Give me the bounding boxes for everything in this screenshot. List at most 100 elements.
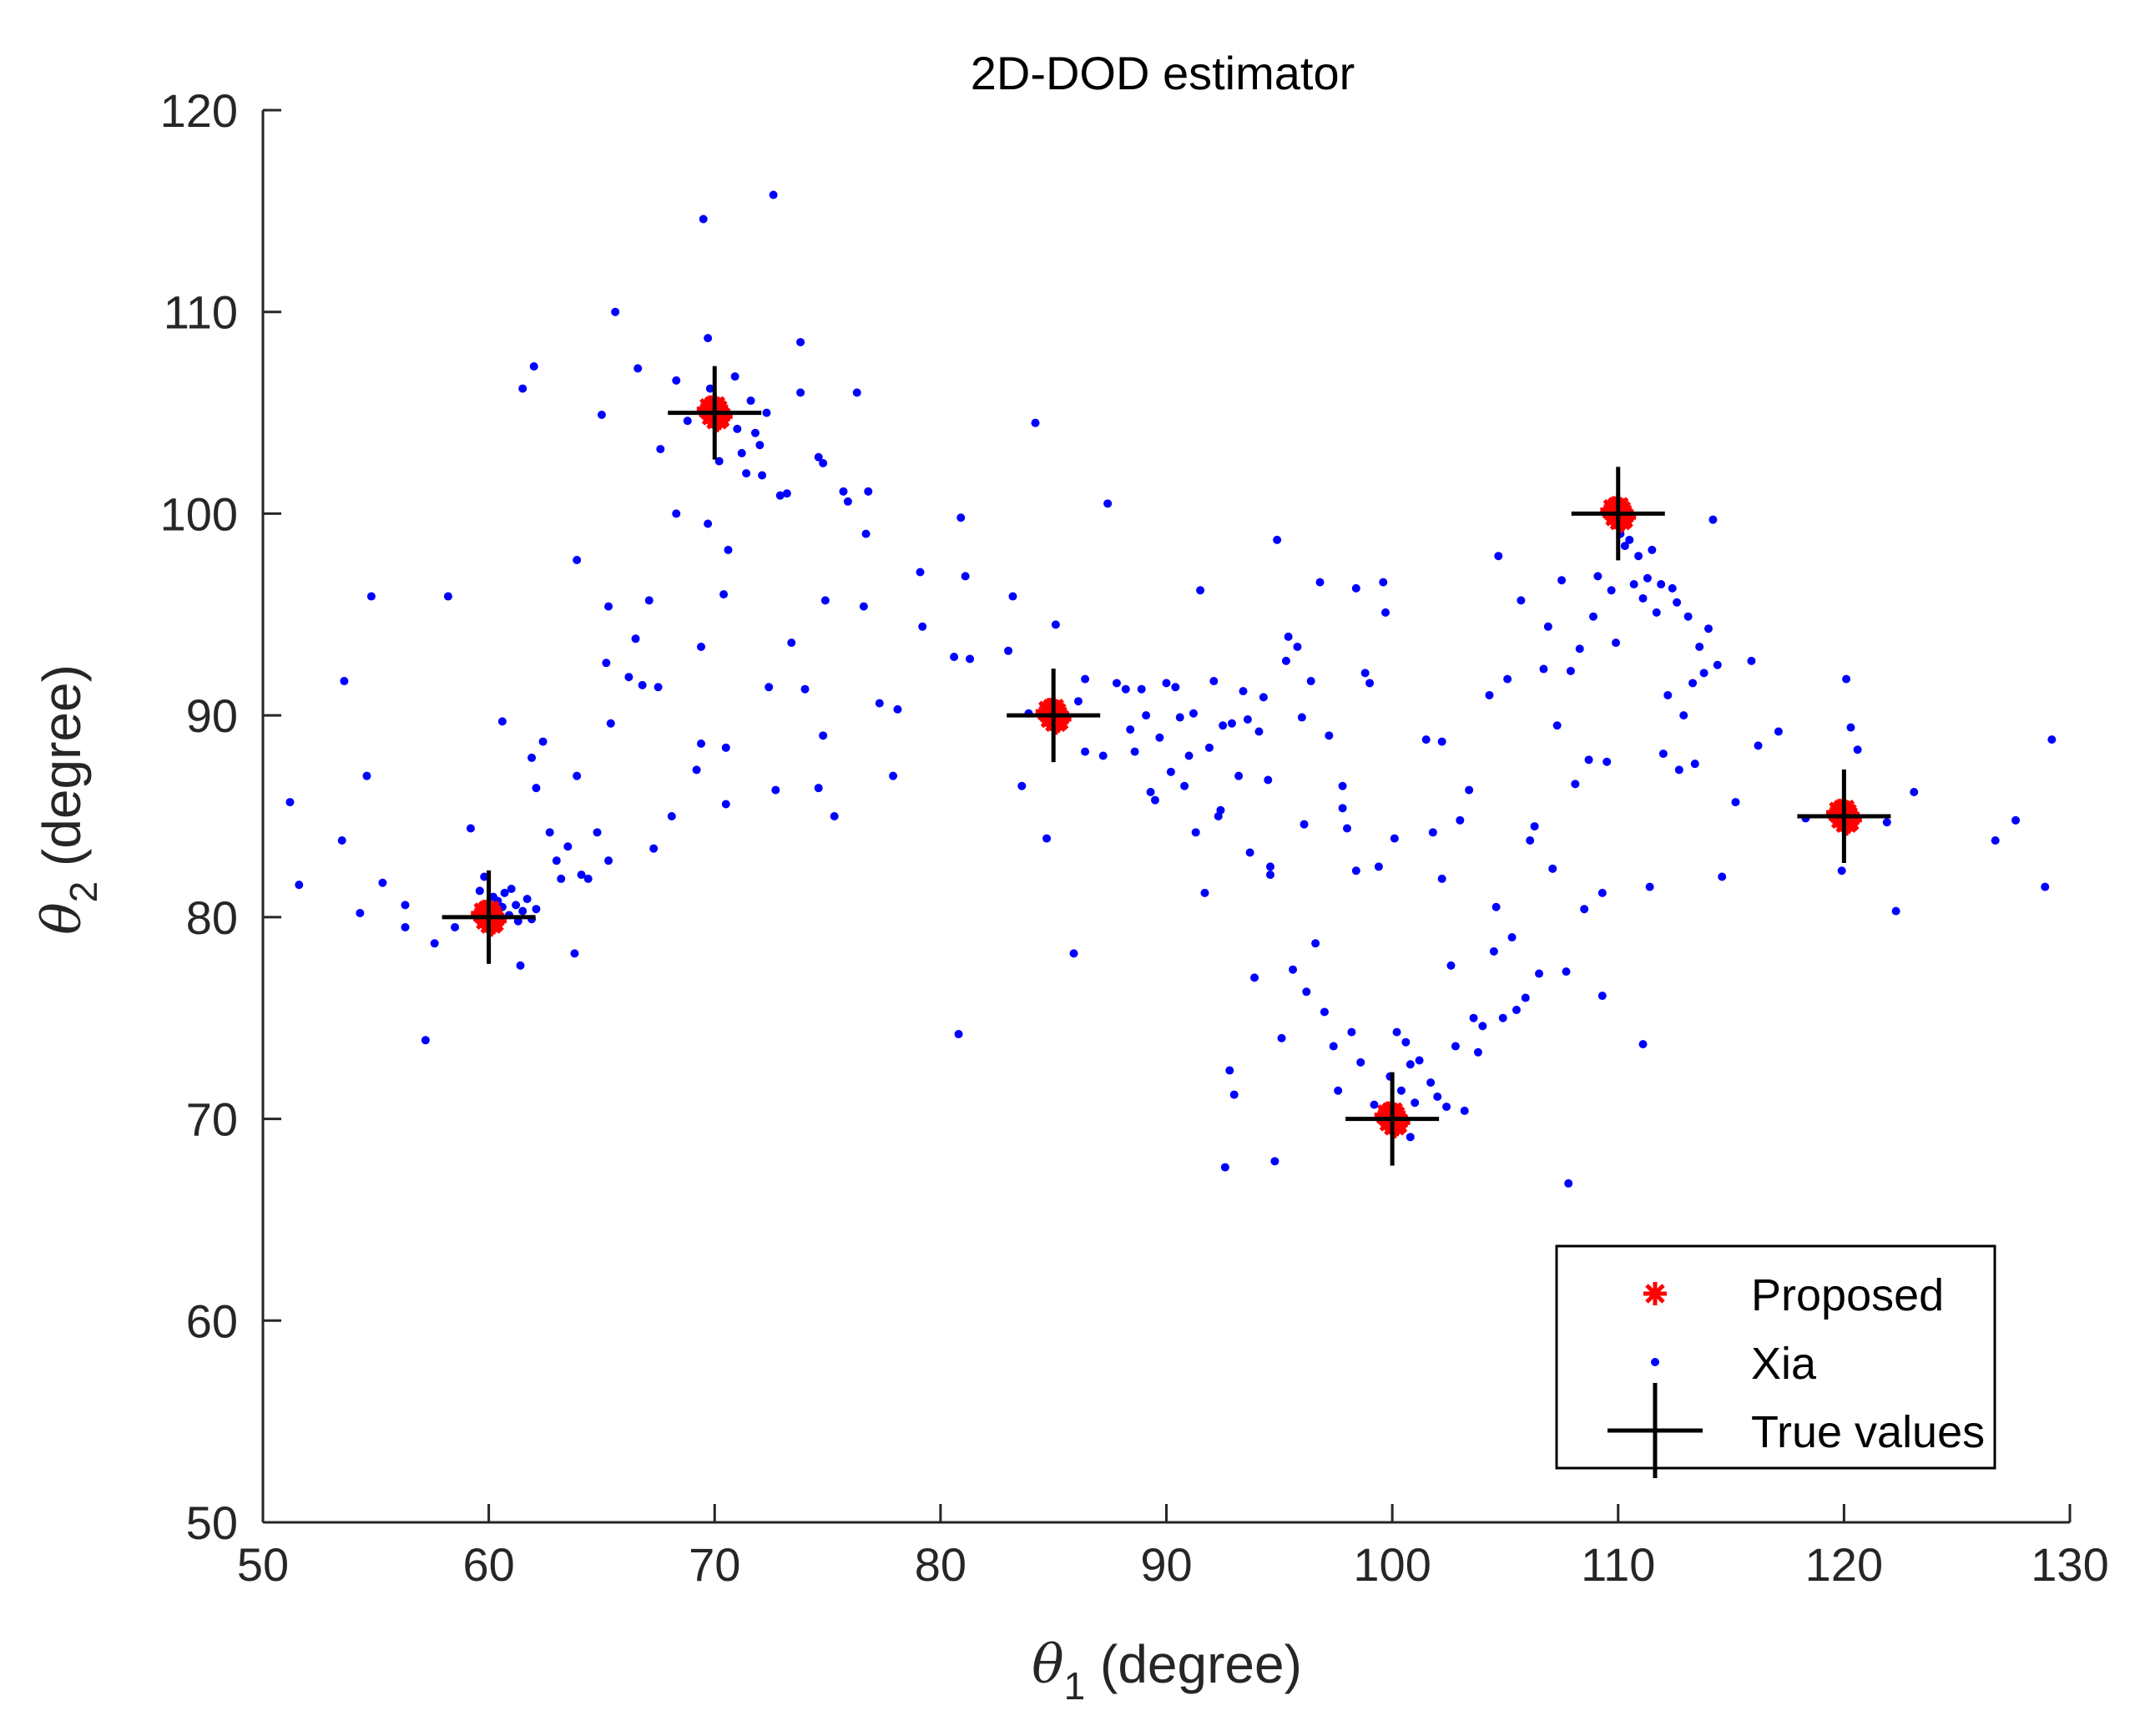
- xia-point: [1334, 1086, 1343, 1095]
- xia-point: [742, 469, 751, 478]
- xia-point: [1842, 674, 1851, 684]
- xia-point: [1042, 834, 1052, 843]
- xia-point: [1259, 693, 1268, 702]
- xia-point: [1411, 1098, 1420, 1108]
- xia-point: [961, 572, 970, 581]
- xia-point: [1625, 535, 1634, 544]
- xia-point: [1008, 592, 1017, 601]
- true-value-point: [1571, 467, 1665, 561]
- xia-point: [852, 388, 861, 397]
- xia-point: [1229, 1090, 1239, 1099]
- xia-point: [1270, 1157, 1279, 1166]
- y-tick-label: 60: [186, 1294, 238, 1347]
- true-value-point: [1797, 770, 1891, 863]
- xia-point: [1347, 1027, 1356, 1037]
- xia-point: [782, 489, 791, 498]
- series-true-values: [442, 366, 1891, 1166]
- xia-point: [583, 874, 593, 883]
- xia-point: [1571, 780, 1580, 789]
- xia-point: [954, 1030, 963, 1039]
- xia-point: [1343, 824, 1351, 833]
- xia-point: [819, 731, 828, 740]
- y-axis-title: θ2 (degree): [32, 664, 105, 935]
- xia-point: [606, 719, 615, 728]
- xia-point: [451, 922, 460, 931]
- xia-point: [1004, 646, 1013, 655]
- xia-point: [1837, 866, 1846, 876]
- xia-point: [1126, 725, 1135, 734]
- xia-point: [573, 556, 582, 565]
- xia-point: [762, 408, 771, 417]
- xia-point: [705, 384, 714, 393]
- xia-point: [1300, 820, 1309, 829]
- xia-point: [1668, 583, 1677, 593]
- xia-point: [861, 529, 871, 538]
- xia-point: [1774, 727, 1783, 736]
- xia-point: [704, 334, 713, 343]
- xia-point: [1673, 598, 1682, 607]
- xia-point: [1081, 747, 1090, 756]
- xia-point: [1718, 872, 1727, 881]
- xia-point: [672, 376, 681, 385]
- xia-point: [1277, 1033, 1286, 1042]
- xia-point: [1311, 939, 1320, 948]
- xia-point: [765, 683, 774, 692]
- xia-point: [500, 888, 509, 897]
- xia-point: [545, 828, 554, 837]
- xia-point: [737, 448, 746, 457]
- xia-point: [1503, 674, 1512, 684]
- xia-point: [633, 364, 643, 373]
- xia-point: [697, 642, 706, 651]
- xia-point: [1356, 1057, 1365, 1067]
- xia-point: [1315, 578, 1325, 587]
- xia-point: [1446, 961, 1456, 970]
- true-value-point: [442, 870, 536, 964]
- xia-point: [1564, 1178, 1573, 1188]
- xia-point: [631, 634, 640, 643]
- xia-point: [1325, 731, 1334, 740]
- xia-point: [1069, 949, 1078, 958]
- xia-point: [443, 592, 452, 601]
- xia-point: [746, 396, 755, 406]
- xia-point: [692, 765, 701, 775]
- xia-point: [1679, 711, 1688, 720]
- legend: Proposed Xia True values: [1555, 1244, 1996, 1478]
- xia-point: [916, 568, 925, 577]
- xia-point: [1155, 733, 1164, 742]
- xia-point: [1415, 1056, 1424, 1065]
- xia-point: [1437, 874, 1446, 883]
- xia-point: [814, 784, 823, 793]
- xia-point: [956, 513, 966, 522]
- xia-point: [1658, 749, 1668, 759]
- xia-point: [577, 871, 586, 880]
- legend-marker-xia: [1651, 1358, 1659, 1366]
- x-tick-label: 80: [915, 1538, 967, 1591]
- xia-point: [800, 684, 810, 694]
- xia-point: [527, 753, 537, 762]
- xia-point: [1281, 656, 1290, 665]
- xia-point: [1910, 787, 1919, 796]
- xia-point: [1191, 828, 1200, 837]
- legend-marker-proposed: [1643, 1282, 1667, 1305]
- xia-point: [401, 922, 410, 931]
- y-tick-label: 80: [186, 891, 238, 944]
- xia-point: [570, 949, 579, 958]
- xia-point: [1150, 795, 1159, 805]
- xia-point: [1548, 864, 1557, 873]
- xia-point: [516, 961, 525, 970]
- xia-point: [1421, 735, 1431, 744]
- xia-point: [1593, 572, 1602, 581]
- xia-point: [644, 596, 654, 605]
- xia-point: [1648, 545, 1657, 554]
- xia-point: [1381, 608, 1390, 617]
- xia-point: [714, 457, 724, 466]
- y-axis-subscript: 2: [62, 881, 105, 903]
- xia-point: [1081, 674, 1090, 684]
- legend-label-true-values: True values: [1751, 1407, 1985, 1457]
- xia-point: [480, 872, 489, 881]
- xia-point: [1891, 906, 1900, 916]
- legend-label-xia: Xia: [1751, 1339, 1817, 1389]
- xia-point: [1491, 902, 1501, 911]
- xia-point: [1674, 765, 1683, 775]
- xia-point: [557, 874, 566, 883]
